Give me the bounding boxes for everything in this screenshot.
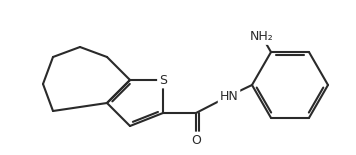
Text: HN: HN (220, 89, 239, 102)
Text: NH₂: NH₂ (250, 30, 274, 43)
Text: S: S (159, 73, 167, 86)
Text: O: O (191, 133, 201, 146)
